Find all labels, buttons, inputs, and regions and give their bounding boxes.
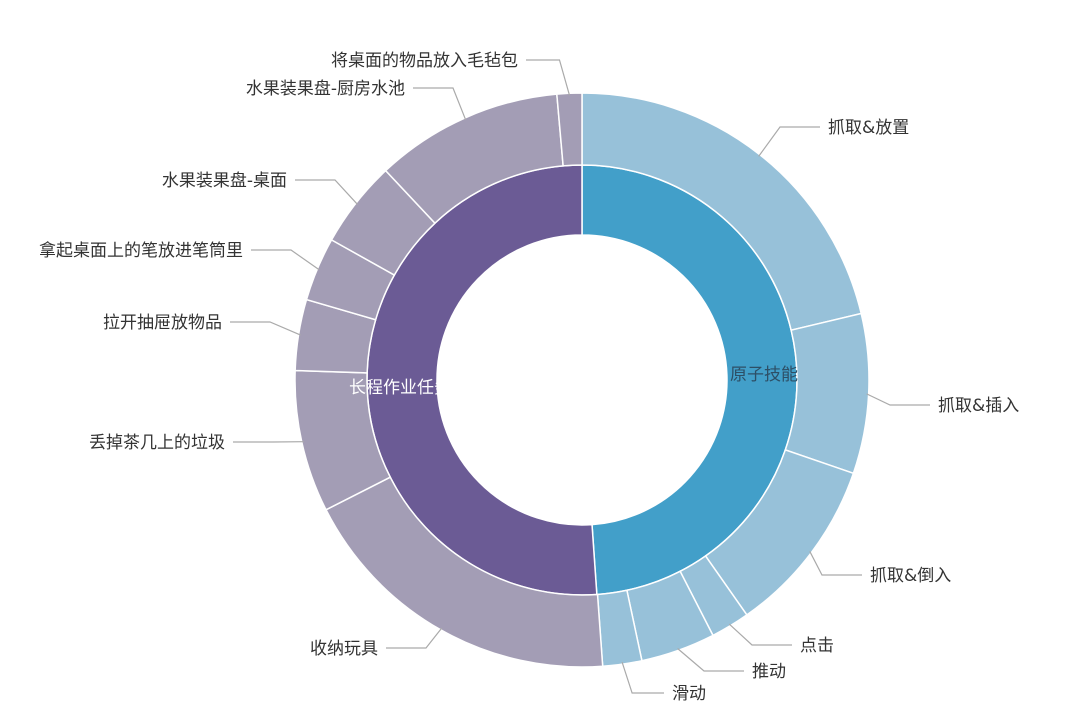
outer-label: 水果装果盘-桌面 <box>162 171 287 191</box>
outer-label: 拉开抽屉放物品 <box>103 313 222 333</box>
outer-label: 抓取&放置 <box>828 118 909 138</box>
leader-line <box>809 551 862 576</box>
outer-label: 抓取&倒入 <box>870 566 951 586</box>
outer-label: 收纳玩具 <box>310 639 378 659</box>
outer-segment[interactable] <box>555 92 583 167</box>
inner-label-long-horizon-tasks: 长程作业任务 <box>349 378 451 398</box>
outer-label: 推动 <box>752 662 786 682</box>
outer-ring <box>294 92 870 668</box>
outer-label: 丢掉茶几上的垃圾 <box>89 433 225 453</box>
outer-segment[interactable] <box>784 312 870 475</box>
leader-line <box>677 648 744 672</box>
leader-line <box>230 321 301 336</box>
outer-label: 水果装果盘-厨房水池 <box>246 79 405 99</box>
leader-line <box>251 249 320 271</box>
leader-line <box>386 627 443 649</box>
outer-label: 将桌面的物品放入毛毡包 <box>331 51 518 71</box>
leader-line <box>526 59 571 96</box>
outer-label: 点击 <box>800 636 834 656</box>
inner-label-atomic-skills: 原子技能 <box>730 365 798 385</box>
leader-line <box>728 623 792 646</box>
leader-lines <box>230 59 930 694</box>
outer-label: 抓取&插入 <box>938 396 1019 416</box>
leader-line <box>413 87 467 121</box>
leader-line <box>866 393 930 406</box>
outer-label: 滑动 <box>672 684 706 704</box>
leader-line <box>295 179 358 205</box>
leader-line <box>621 661 664 694</box>
leader-line <box>758 126 820 157</box>
outer-label: 拿起桌面上的笔放进笔筒里 <box>39 240 243 261</box>
